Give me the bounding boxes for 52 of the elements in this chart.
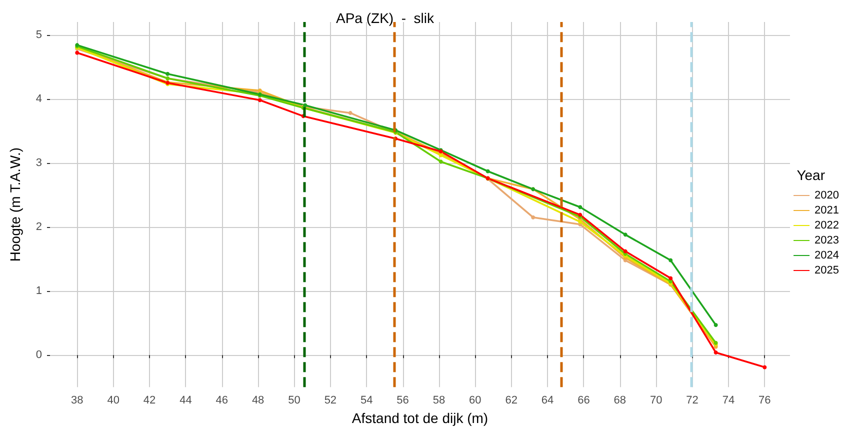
x-tick-label: 42	[143, 394, 156, 407]
point	[668, 276, 673, 280]
point	[714, 350, 718, 355]
point	[578, 220, 582, 224]
y-axis-title: Hoogte (m T.A.W.)	[7, 147, 23, 262]
y-tick-label: 2	[36, 220, 42, 233]
legend-label: 2022	[814, 220, 840, 232]
y-tick-label: 0	[36, 349, 42, 362]
x-tick-label: 72	[686, 394, 698, 407]
x-tick-label: 46	[216, 394, 228, 407]
legend-label: 2025	[814, 264, 840, 276]
y-tick-label: 5	[36, 28, 42, 41]
x-tick-label: 54	[360, 394, 373, 407]
x-tick-label: 68	[614, 394, 626, 407]
legend-label: 2024	[814, 250, 840, 262]
point	[578, 205, 582, 210]
x-tick-label: 44	[180, 394, 192, 407]
x-tick-label: 38	[71, 394, 84, 407]
point	[714, 322, 718, 327]
point	[486, 169, 490, 174]
point	[623, 249, 628, 254]
legend-title: Year	[796, 167, 826, 183]
x-axis-title: Afstand tot de dijk (m)	[352, 410, 488, 426]
x-tick-label: 50	[288, 394, 300, 407]
x-tick-label: 66	[578, 394, 590, 407]
y-tick-label: 3	[36, 156, 42, 169]
x-tick-label: 76	[758, 394, 771, 407]
point	[531, 215, 536, 220]
legend-label: 2023	[814, 234, 840, 246]
x-tick-label: 74	[722, 394, 735, 407]
legend-label: 2020	[814, 190, 840, 202]
point	[668, 258, 673, 262]
x-tick-label: 40	[107, 394, 120, 407]
chart-title: APa (ZK) - slik	[336, 10, 435, 26]
x-tick-label: 58	[432, 394, 446, 407]
x-tick-label: 48	[252, 394, 264, 407]
legend-label: 2021	[814, 204, 840, 216]
x-tick-label: 62	[505, 394, 518, 407]
point	[166, 72, 170, 76]
point	[258, 98, 262, 102]
x-tick-label: 70	[650, 394, 662, 407]
x-tick-label: 60	[469, 394, 482, 407]
x-tick-label: 64	[541, 394, 554, 407]
point	[438, 160, 443, 164]
x-tick-label: 52	[324, 394, 337, 407]
x-tick-label: 56	[396, 394, 409, 407]
point	[623, 232, 628, 237]
point	[348, 110, 352, 115]
point	[75, 50, 80, 55]
y-tick-label: 1	[36, 285, 42, 298]
point	[762, 365, 767, 370]
y-tick-label: 4	[36, 92, 42, 105]
